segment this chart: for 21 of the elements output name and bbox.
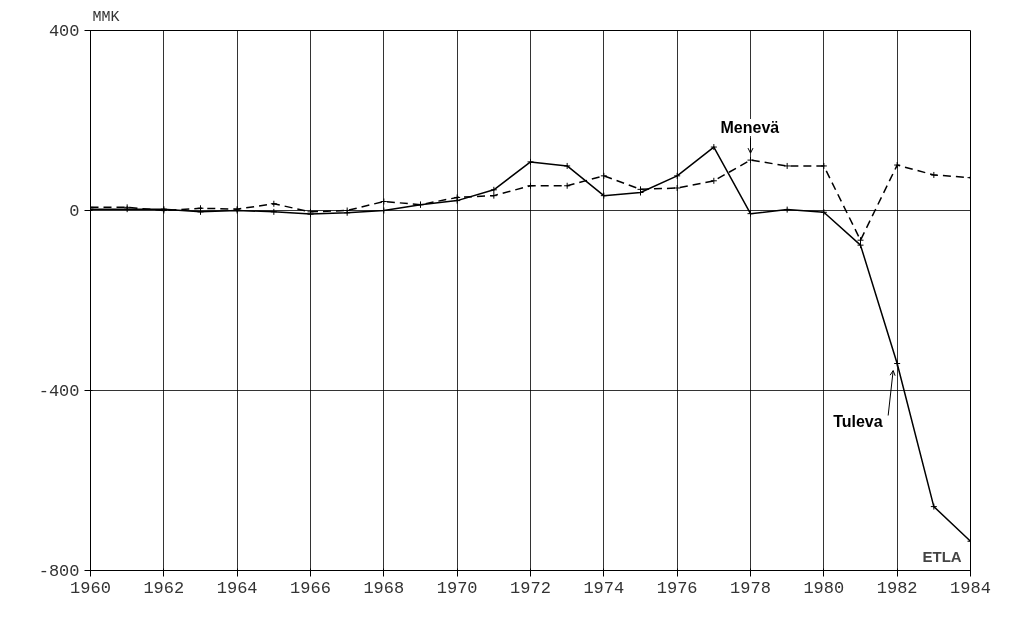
x-tick-label: 1982 xyxy=(876,578,918,598)
x-tick-label: 1980 xyxy=(803,578,845,598)
x-tick-label: 1984 xyxy=(950,578,991,598)
x-tick-label: 1966 xyxy=(290,578,331,598)
y-tick-label: 0 xyxy=(69,202,80,221)
x-tick-label: 1962 xyxy=(143,578,185,598)
series-label: Menevä xyxy=(720,119,780,137)
x-tick-label: 1964 xyxy=(216,578,258,598)
x-tick-label: 1974 xyxy=(583,578,625,598)
series-label: Tuleva xyxy=(833,412,883,430)
y-axis-title: MMK xyxy=(92,8,120,26)
x-tick-label: 1976 xyxy=(656,578,698,598)
x-tick-label: 1978 xyxy=(730,578,771,598)
x-tick-label: 1968 xyxy=(363,578,405,598)
y-tick-label: 400 xyxy=(48,22,80,41)
y-tick-label: -800 xyxy=(38,562,80,581)
x-tick-label: 1970 xyxy=(436,578,478,598)
x-tick-label: 1972 xyxy=(510,578,551,598)
annotation: ETLA xyxy=(922,547,962,565)
y-tick-label: -400 xyxy=(38,382,80,401)
x-tick-label: 1960 xyxy=(70,578,111,598)
